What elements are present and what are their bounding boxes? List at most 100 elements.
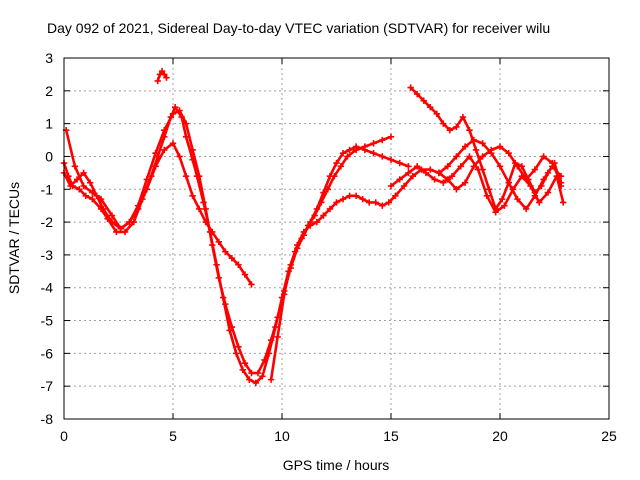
data-point: [492, 205, 499, 213]
data-point: [422, 169, 430, 177]
data-point: [86, 179, 94, 186]
data-point: [457, 163, 464, 170]
data-point: [320, 189, 327, 196]
data-point: [248, 369, 255, 377]
x-tick-label: 10: [274, 428, 290, 444]
data-point: [134, 205, 142, 213]
data-point: [479, 140, 486, 147]
data-point: [413, 90, 421, 98]
data-point: [366, 199, 373, 206]
data-point: [121, 228, 129, 236]
data-point: [143, 186, 151, 193]
data-point: [466, 127, 473, 134]
data-point: [161, 71, 168, 78]
x-tick-label: 0: [60, 428, 68, 444]
data-point: [544, 169, 552, 177]
data-point: [352, 143, 360, 150]
data-point: [453, 123, 460, 131]
data-point: [488, 146, 495, 154]
data-point: [540, 153, 547, 160]
data-point: [379, 153, 386, 160]
data-point: [67, 182, 74, 190]
data-point: [182, 120, 190, 127]
data-point: [233, 350, 240, 357]
data-point: [294, 241, 301, 249]
data-point: [427, 166, 434, 173]
data-point: [300, 228, 307, 236]
data-point: [501, 202, 508, 209]
data-point: [453, 153, 460, 160]
data-point: [405, 163, 412, 170]
data-point: [261, 356, 268, 364]
data-point: [143, 176, 151, 183]
data-point: [202, 218, 209, 226]
y-tick-label: -6: [41, 345, 54, 361]
data-point: [326, 172, 334, 180]
y-tick-label: 2: [45, 83, 53, 99]
data-point: [346, 146, 353, 154]
series-track-f: [407, 84, 565, 213]
data-point: [483, 192, 491, 200]
data-point: [379, 202, 386, 209]
data-point: [387, 133, 395, 140]
y-tick-label: 1: [45, 116, 53, 132]
data-point: [387, 182, 395, 190]
data-point: [313, 218, 321, 226]
data-point: [189, 192, 196, 200]
x-tick-label: 20: [492, 428, 508, 444]
y-tick-label: -4: [41, 280, 54, 296]
y-tick-label: -8: [41, 411, 54, 427]
series-line: [269, 138, 563, 381]
data-point: [536, 199, 543, 206]
data-point: [339, 195, 347, 203]
data-point: [267, 376, 275, 383]
data-point: [161, 127, 168, 134]
data-point: [446, 127, 454, 134]
series-line: [62, 142, 253, 286]
y-tick-label: -7: [41, 378, 54, 394]
data-point: [259, 373, 266, 380]
data-point: [514, 195, 521, 203]
data-point: [222, 248, 229, 255]
data-point: [413, 163, 421, 170]
data-point: [431, 176, 438, 183]
data-point: [80, 169, 87, 177]
data-point: [235, 343, 242, 350]
data-point: [235, 261, 242, 268]
data-point: [435, 169, 443, 177]
data-point: [228, 323, 236, 331]
data-point: [313, 205, 321, 213]
data-point: [161, 146, 168, 154]
chart-title: Day 092 of 2021, Sidereal Day-to-day VTE…: [47, 20, 550, 36]
data-point: [472, 146, 480, 154]
data-point: [522, 205, 530, 213]
data-point: [372, 199, 379, 206]
data-point: [202, 205, 209, 213]
data-point: [549, 159, 556, 167]
data-point: [409, 172, 416, 180]
data-point: [427, 104, 434, 111]
x-axis-label: GPS time / hours: [283, 457, 390, 473]
series-layer: [60, 67, 567, 387]
data-point: [444, 176, 451, 183]
data-point: [496, 163, 504, 170]
data-point: [370, 149, 377, 157]
data-point: [320, 212, 327, 219]
data-point: [154, 77, 161, 85]
series-track-a: [60, 104, 395, 387]
data-point: [479, 166, 486, 173]
y-tick-label: -2: [41, 214, 54, 230]
data-point: [514, 163, 521, 170]
data-point: [241, 271, 249, 278]
data-point: [557, 179, 565, 186]
data-point: [241, 360, 249, 367]
data-point: [215, 238, 222, 245]
data-point: [337, 163, 345, 170]
data-point: [361, 146, 369, 154]
data-point: [370, 140, 377, 147]
data-point: [346, 192, 353, 200]
data-point: [93, 192, 100, 200]
data-point: [274, 333, 281, 341]
data-point: [215, 274, 222, 282]
